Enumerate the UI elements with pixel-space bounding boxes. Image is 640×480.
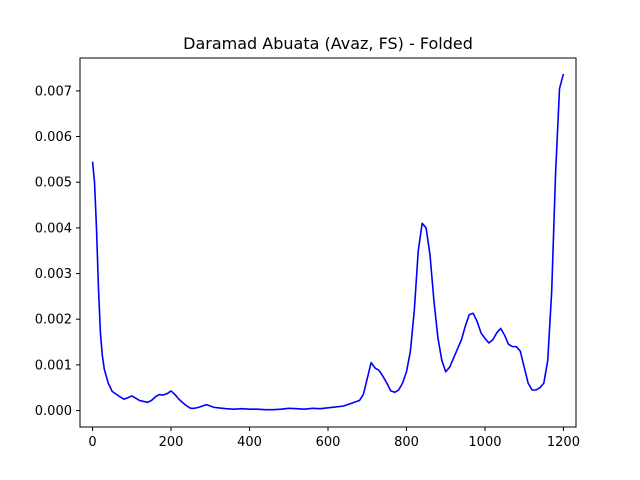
- x-tick-label: 0: [88, 435, 96, 450]
- y-tick-label: 0.004: [35, 221, 72, 236]
- y-tick-label: 0.007: [35, 84, 72, 99]
- x-tick-label: 600: [316, 435, 341, 450]
- x-tick-label: 200: [159, 435, 184, 450]
- chart-title: Daramad Abuata (Avaz, FS) - Folded: [183, 34, 473, 53]
- y-tick-label: 0.002: [35, 313, 72, 328]
- x-tick-label: 1000: [468, 435, 501, 450]
- y-tick-label: 0.000: [35, 404, 72, 419]
- y-tick-label: 0.006: [35, 130, 72, 145]
- y-tick-label: 0.003: [35, 267, 72, 282]
- axes-frame: [79, 57, 577, 428]
- series-line-0: [91, 73, 565, 411]
- x-tick-label: 800: [394, 435, 419, 450]
- y-tick-label: 0.001: [35, 358, 72, 373]
- x-tick-label: 400: [237, 435, 262, 450]
- y-axis: 0.000 0.001 0.002 0.003 0.004 0.005 0.006 0.007: [35, 84, 80, 419]
- x-axis: 0 200 400 600 800 1000 1200: [88, 427, 580, 450]
- y-tick-label: 0.005: [35, 176, 72, 191]
- plot-area: [91, 73, 565, 411]
- x-tick-label: 1200: [547, 435, 580, 450]
